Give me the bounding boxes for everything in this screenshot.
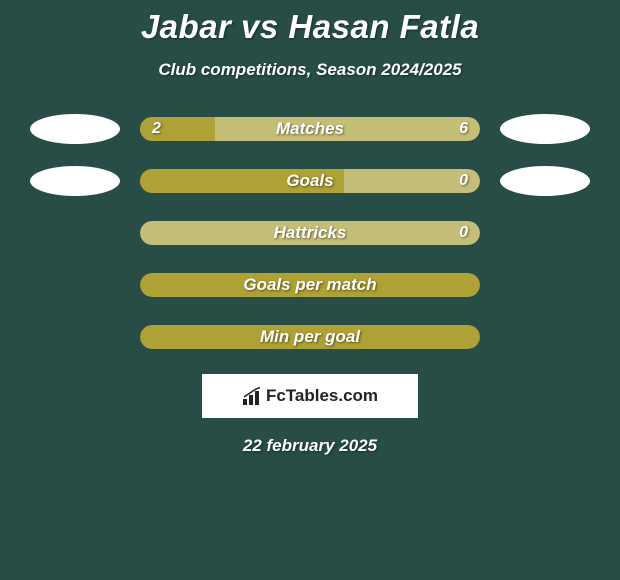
stat-label: Hattricks [140,221,480,245]
page-title: Jabar vs Hasan Fatla [0,0,620,46]
stat-label: Goals [140,169,480,193]
date-text: 22 february 2025 [0,436,620,456]
stat-bar: 0Goals [140,169,480,193]
player-ellipse-right [500,166,590,196]
watermark-box: FcTables.com [202,374,418,418]
stat-label: Matches [140,117,480,141]
stat-row: 0Hattricks [0,218,620,248]
chart-icon [242,387,262,405]
player-ellipse-right [500,114,590,144]
player-ellipse-left [30,114,120,144]
stat-row: 26Matches [0,114,620,144]
stat-row: Min per goal [0,322,620,352]
player-ellipse-right [500,270,590,300]
player-ellipse-right [500,218,590,248]
stat-bar: Min per goal [140,325,480,349]
watermark-content: FcTables.com [242,386,378,406]
player-ellipse-right [500,322,590,352]
watermark-label: FcTables.com [266,386,378,406]
stats-container: 26Matches 0Goals 0Hattricks Goals per match… [0,114,620,352]
stat-bar: 26Matches [140,117,480,141]
stat-bar: 0Hattricks [140,221,480,245]
player-ellipse-left [30,270,120,300]
stat-row: Goals per match [0,270,620,300]
player-ellipse-left [30,322,120,352]
page-subtitle: Club competitions, Season 2024/2025 [0,60,620,80]
player-ellipse-left [30,166,120,196]
stat-label: Goals per match [140,273,480,297]
stat-bar: Goals per match [140,273,480,297]
stat-row: 0Goals [0,166,620,196]
player-ellipse-left [30,218,120,248]
stat-label: Min per goal [140,325,480,349]
